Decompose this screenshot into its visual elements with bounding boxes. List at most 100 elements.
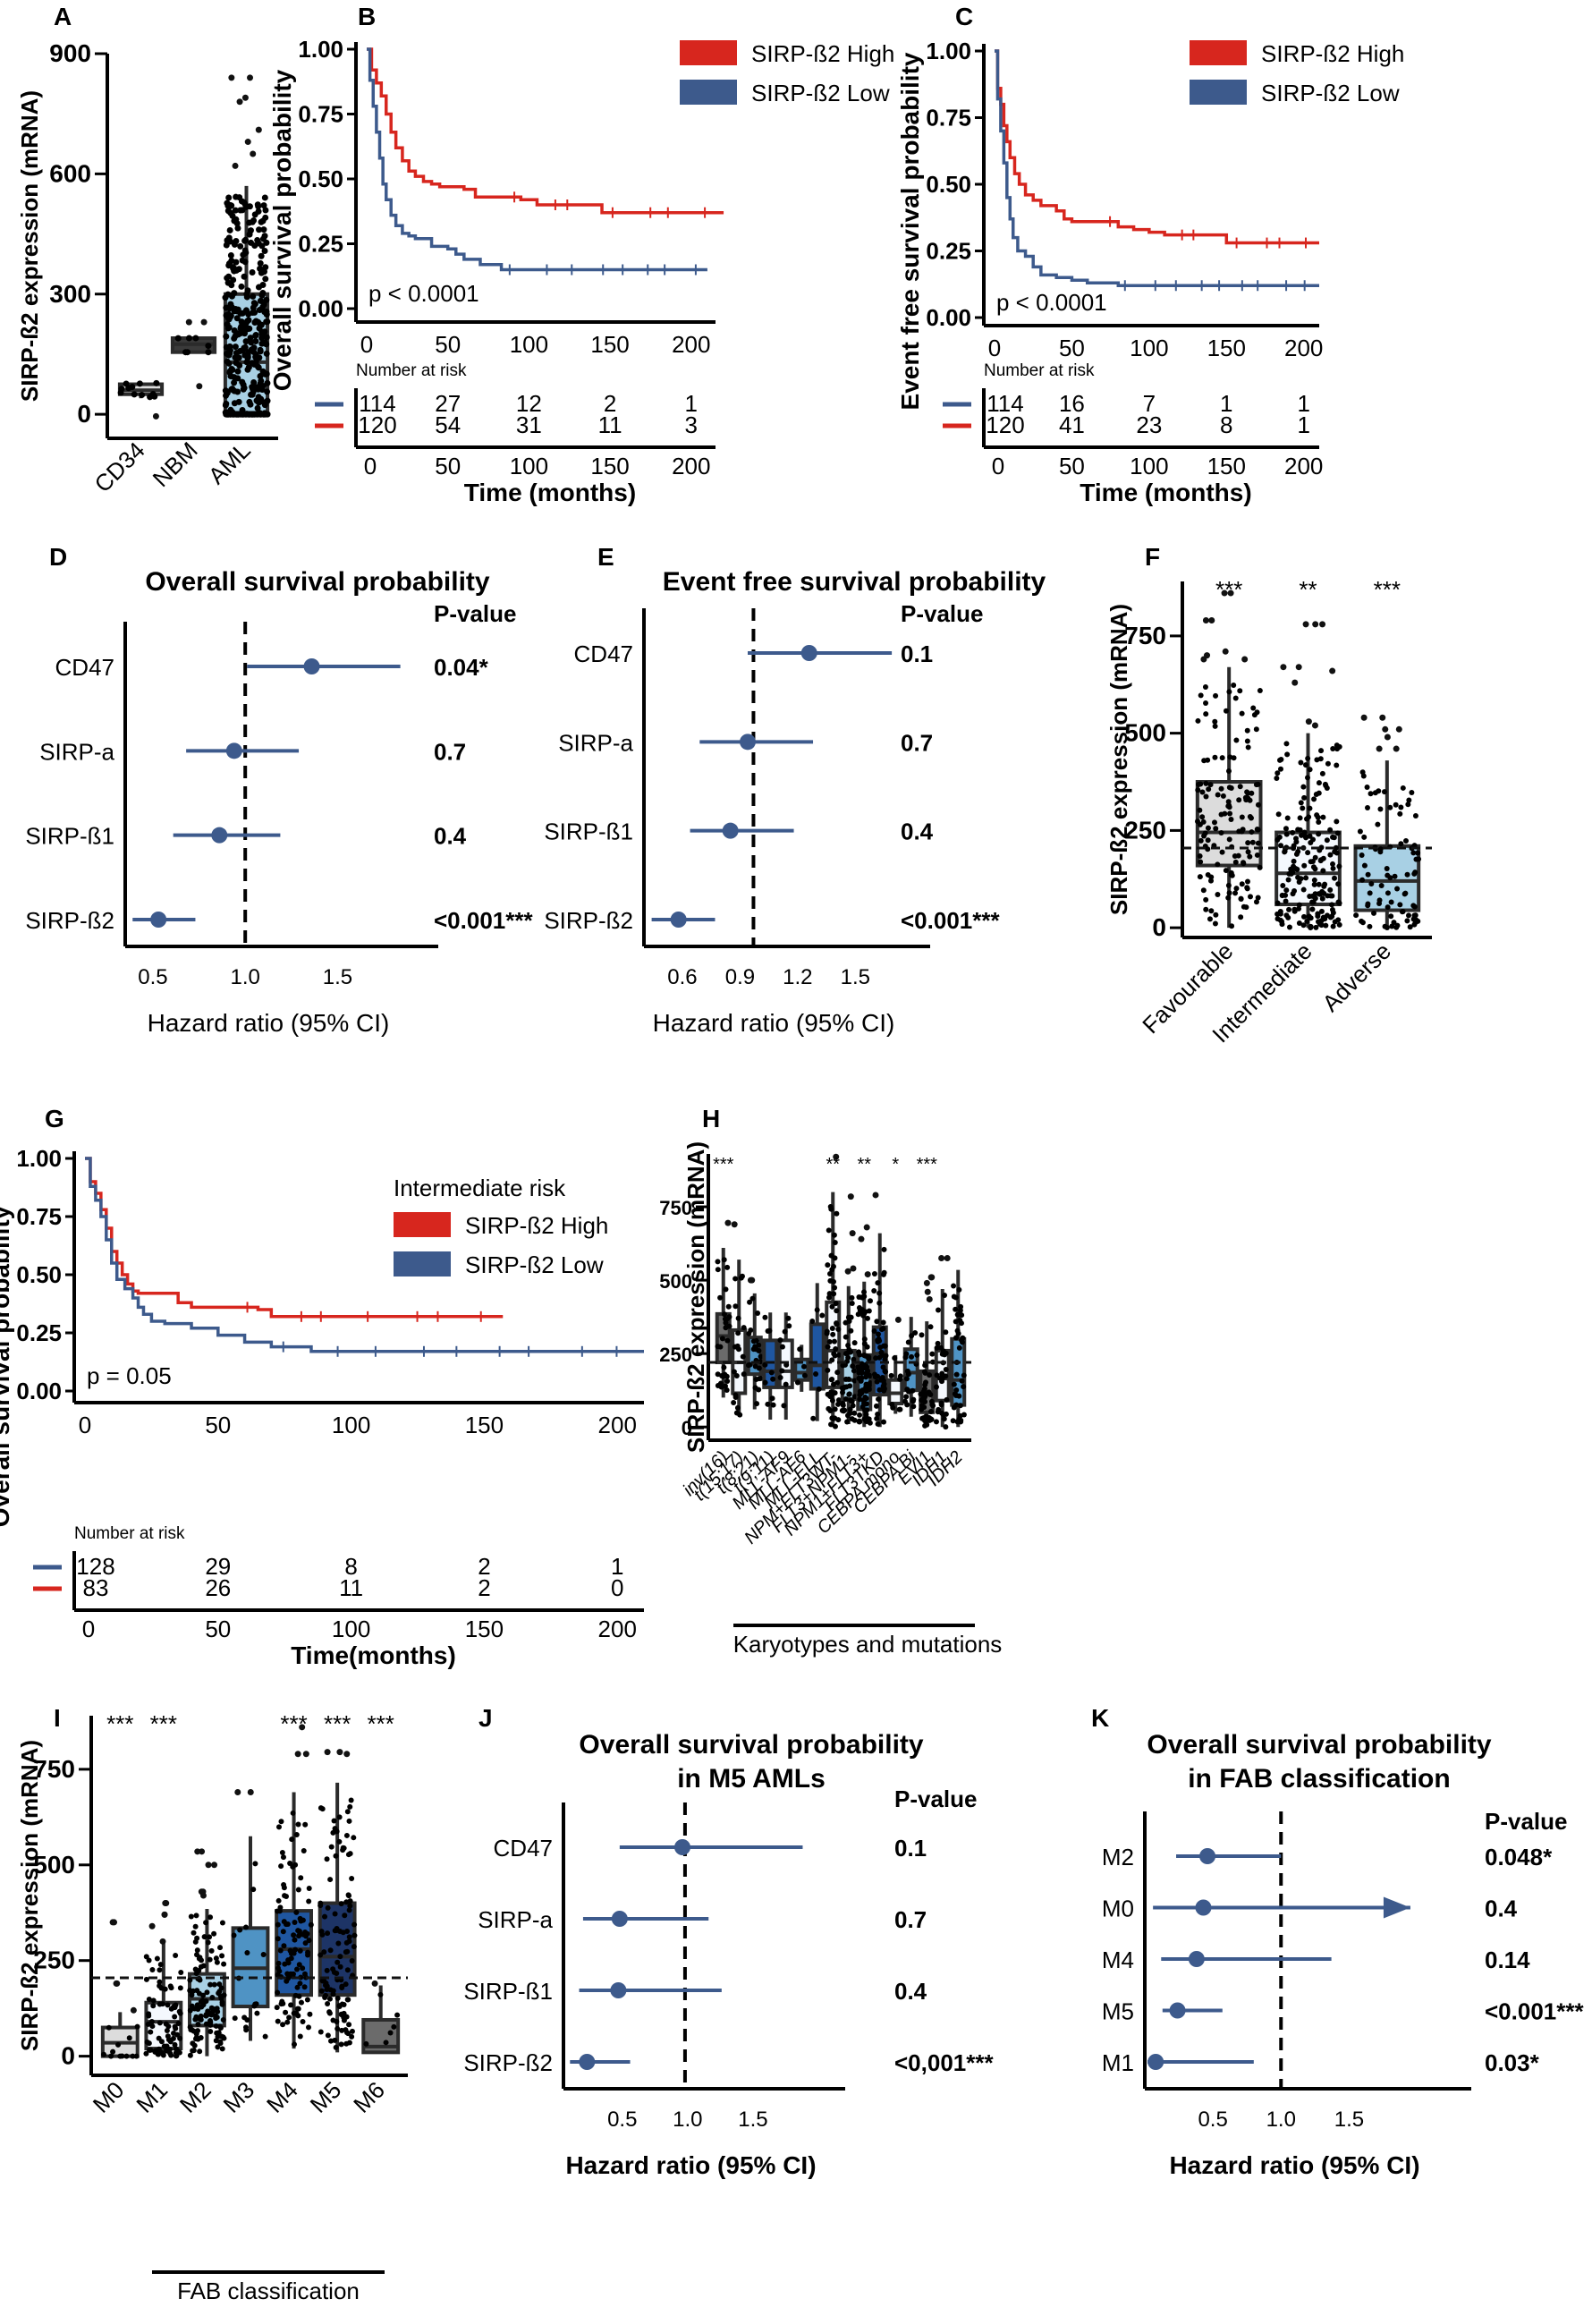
- data-point: [339, 1984, 345, 1990]
- data-point: [291, 1932, 297, 1938]
- data-point: [334, 1959, 341, 1965]
- data-point: [881, 1381, 887, 1387]
- data-point: [1229, 923, 1235, 929]
- data-point: [346, 2022, 352, 2028]
- data-point: [224, 237, 231, 244]
- data-point: [194, 1947, 200, 1954]
- forest-row-sirp-a: SIRP-a 0.7: [39, 738, 466, 765]
- data-point: [1244, 727, 1250, 734]
- data-point: [322, 1913, 328, 1920]
- p-value: 0.7: [894, 1906, 927, 1933]
- data-point: [143, 1976, 149, 1982]
- data-point: [295, 2006, 301, 2012]
- data-point: [1409, 790, 1415, 796]
- data-point: [919, 1415, 926, 1421]
- data-point: [318, 1900, 324, 1906]
- data-point: [174, 2031, 181, 2038]
- risk-count: 1: [685, 390, 698, 417]
- data-point: [1195, 787, 1201, 793]
- data-point: [1377, 846, 1384, 852]
- data-point: [220, 2016, 226, 2023]
- data-point: [234, 411, 241, 418]
- data-point: [235, 266, 242, 273]
- data-point: [840, 1403, 846, 1409]
- risk-x-tick-label: 200: [1284, 453, 1323, 479]
- data-point: [1285, 877, 1291, 883]
- data-point: [146, 2047, 152, 2053]
- data-point: [238, 318, 245, 326]
- data-point: [1398, 804, 1404, 810]
- data-point: [1388, 913, 1394, 920]
- data-point: [194, 2002, 200, 2008]
- data-point: [1274, 836, 1281, 843]
- data-point: [1226, 785, 1232, 791]
- data-point: [348, 1797, 354, 1803]
- data-point: [1411, 870, 1418, 877]
- data-point: [170, 2035, 176, 2041]
- data-point: [875, 1280, 881, 1286]
- y-axis-title: Event free survival probability: [896, 52, 924, 410]
- data-point: [1404, 918, 1410, 924]
- data-point: [859, 1390, 865, 1396]
- data-point: [278, 1863, 284, 1870]
- data-point: [175, 2020, 182, 2026]
- data-point: [825, 1367, 831, 1373]
- data-point: [816, 1386, 822, 1392]
- data-point: [1283, 892, 1289, 898]
- data-point: [1237, 688, 1243, 694]
- data-point: [1212, 920, 1218, 927]
- data-point: [1364, 785, 1370, 791]
- data-point: [1244, 878, 1250, 885]
- data-point: [255, 240, 262, 247]
- data-point: [187, 2052, 193, 2058]
- outlier-point: [847, 1193, 854, 1200]
- data-point: [208, 2005, 215, 2011]
- data-point: [874, 1319, 880, 1325]
- data-point: [226, 347, 233, 354]
- data-point: [831, 1232, 837, 1238]
- risk-count: 2: [478, 1574, 490, 1601]
- data-point: [240, 411, 247, 418]
- data-point: [878, 1349, 885, 1355]
- data-point: [244, 2017, 250, 2023]
- data-point: [928, 1398, 935, 1404]
- data-point: [944, 1396, 950, 1403]
- data-point: [306, 1898, 312, 1904]
- data-point: [363, 2040, 369, 2047]
- category-label: NBM: [148, 437, 203, 492]
- data-point: [245, 317, 252, 324]
- data-point: [1213, 826, 1219, 832]
- data-point: [827, 1277, 834, 1284]
- x-tick-label: 150: [590, 331, 629, 358]
- data-point: [239, 257, 246, 264]
- row-label: M2: [1102, 1844, 1134, 1870]
- data-point: [831, 1291, 837, 1297]
- data-point: [1301, 862, 1308, 869]
- x-axis-title: Hazard ratio (95% CI): [653, 1009, 895, 1037]
- km-chart-b: 0.000.250.500.751.000 50 100 150 200Overall …: [268, 36, 894, 506]
- data-point: [327, 1947, 334, 1954]
- data-point: [1321, 883, 1327, 889]
- y-axis-title: SIRP-ß2 expression (mRNA): [1105, 604, 1132, 915]
- data-point: [755, 1310, 761, 1316]
- pvalue-header: P-value: [1485, 1808, 1568, 1835]
- y-tick-label: 900: [49, 39, 91, 67]
- risk-count: 54: [435, 411, 461, 438]
- data-point: [255, 318, 262, 326]
- data-point: [219, 2046, 225, 2052]
- data-point: [213, 2015, 219, 2022]
- outlier-point: [211, 1862, 218, 1869]
- outlier-point: [324, 1749, 331, 1756]
- data-point: [232, 2015, 238, 2022]
- p-value: 0.03*: [1485, 2049, 1540, 2076]
- data-point: [1203, 711, 1209, 717]
- data-point: [224, 358, 231, 365]
- outlier-point: [927, 1274, 935, 1281]
- data-point: [177, 1985, 183, 1991]
- data-point: [873, 1403, 879, 1409]
- data-point: [1286, 906, 1292, 912]
- data-point: [106, 2024, 112, 2031]
- outlier-point: [872, 1192, 879, 1199]
- outlier-point: [114, 1980, 121, 1987]
- data-point: [902, 1354, 909, 1361]
